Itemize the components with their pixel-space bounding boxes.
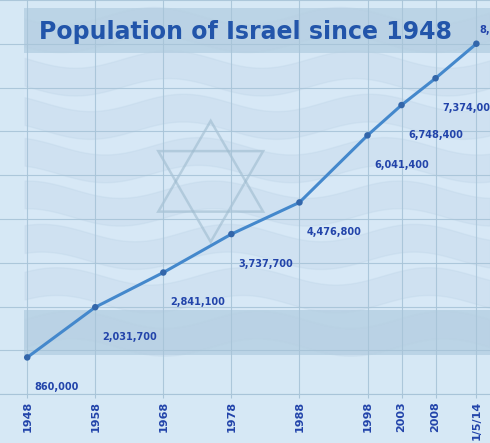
Text: 3,737,700: 3,737,700 — [238, 259, 293, 269]
Point — [227, 230, 235, 237]
Text: 2,841,100: 2,841,100 — [170, 297, 225, 307]
Bar — [24, 8, 490, 53]
Point — [397, 101, 405, 109]
Point — [24, 354, 31, 361]
Bar — [24, 310, 490, 355]
Point — [472, 40, 480, 47]
Bar — [24, 8, 490, 355]
Text: Population of Israel since 1948: Population of Israel since 1948 — [39, 20, 451, 44]
Point — [364, 132, 371, 139]
Text: 6,041,400: 6,041,400 — [374, 160, 429, 170]
Text: 2,031,700: 2,031,700 — [102, 332, 157, 342]
Text: 6,748,400: 6,748,400 — [408, 130, 463, 140]
Point — [295, 199, 303, 206]
Text: 4,476,800: 4,476,800 — [306, 227, 361, 237]
Point — [91, 303, 99, 311]
Text: 8,180,000: 8,180,000 — [480, 25, 490, 35]
Text: 7,374,000: 7,374,000 — [442, 103, 490, 113]
Text: 860,000: 860,000 — [34, 382, 78, 392]
Point — [432, 75, 440, 82]
Point — [159, 269, 167, 276]
